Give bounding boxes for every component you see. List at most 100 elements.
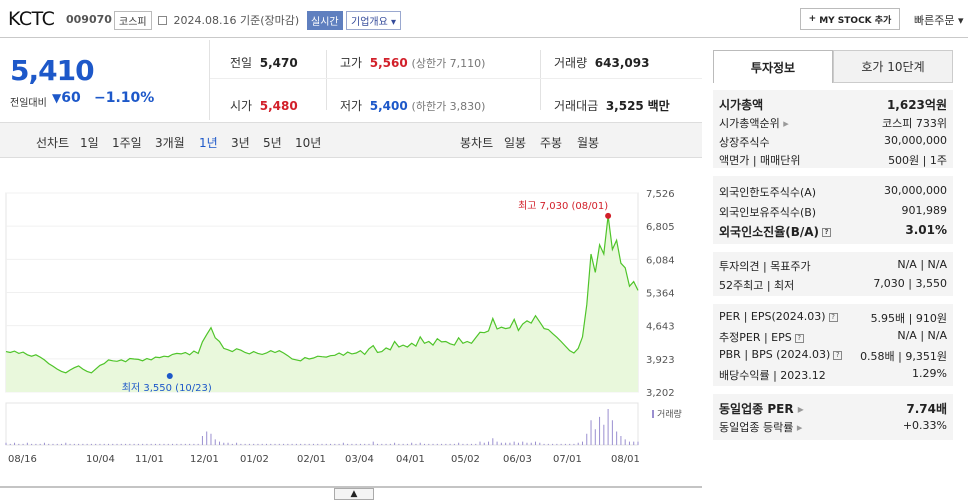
- volume-bar: [560, 443, 562, 445]
- volume-bar: [223, 442, 225, 445]
- line-chart-label: 선차트: [36, 136, 70, 150]
- candle-week[interactable]: 주봉: [540, 136, 563, 150]
- tab-order-book[interactable]: 호가 10단계: [833, 50, 953, 83]
- volume-bar: [283, 443, 285, 445]
- volume-bar: [189, 443, 191, 445]
- volume-bar: [176, 443, 178, 445]
- help-icon[interactable]: ?: [833, 350, 843, 360]
- volume-bar: [564, 443, 566, 445]
- collapse-button[interactable]: ▲: [334, 488, 374, 500]
- volume-bar: [368, 443, 370, 445]
- period-1d[interactable]: 1일: [80, 136, 99, 150]
- volume-bar: [445, 443, 447, 445]
- info-key: 시가총액: [719, 98, 764, 112]
- volume-bar: [470, 443, 472, 445]
- low-label: 저가: [340, 99, 363, 113]
- info-value: +0.33%: [902, 419, 947, 432]
- period-1w[interactable]: 1주일: [112, 136, 142, 150]
- info-key: 외국인소진율(B/A)?: [719, 223, 832, 240]
- volume-bar: [52, 443, 54, 445]
- period-1y[interactable]: 1년: [199, 136, 218, 150]
- volume-bar: [261, 443, 263, 445]
- volume-bar: [167, 443, 169, 445]
- volume-bar: [517, 442, 519, 445]
- quick-order-button[interactable]: 빠른주문 ▾: [914, 12, 964, 28]
- volume-bar: [496, 441, 498, 445]
- volume-bar: [210, 433, 212, 445]
- info-row: 52주최고 | 최저 7,030 | 3,550: [719, 277, 947, 293]
- volume-bar: [227, 442, 229, 445]
- volume-bar: [107, 443, 109, 445]
- volume-bar: [483, 442, 485, 445]
- volume-bar: [539, 442, 541, 445]
- volume-bar: [556, 443, 558, 445]
- volume-bar: [377, 443, 379, 445]
- info-row: PBR | BPS (2024.03)? 0.58배 | 9,351원: [719, 348, 947, 364]
- volume-bar: [479, 441, 481, 445]
- volume-label: 거래량: [554, 56, 588, 70]
- base-date-suffix: 기준(장마감): [239, 14, 300, 27]
- my-stock-button[interactable]: + MY STOCK 추가: [800, 8, 900, 30]
- amount-value: 3,525: [605, 99, 644, 113]
- volume-bar: [14, 442, 16, 445]
- amount-stat: 거래대금 3,525 백만: [554, 97, 670, 114]
- period-10y[interactable]: 10년: [295, 136, 322, 150]
- volume-bar: [18, 443, 20, 445]
- volume-bar: [240, 443, 242, 445]
- stock-name: KCTC: [8, 8, 55, 30]
- period-3y[interactable]: 3년: [231, 136, 250, 150]
- volume-bar: [398, 443, 400, 445]
- info-row[interactable]: 시가총액순위 ▸ 코스피 733위: [719, 115, 947, 131]
- period-5y[interactable]: 5년: [263, 136, 282, 150]
- info-row[interactable]: 동일업종 등락률 ▸ +0.33%: [719, 419, 947, 435]
- corp-info-dropdown[interactable]: 기업개요 ▾: [346, 11, 402, 30]
- info-value: 5.95배 | 910원: [870, 312, 947, 325]
- volume-bar: [411, 442, 413, 445]
- amount-unit: 백만: [647, 99, 670, 113]
- current-price: 5,410: [10, 54, 95, 87]
- volume-bar: [351, 443, 353, 445]
- price-chart[interactable]: 7,526 6,805 6,084 5,364 4,643 3,923 3,202 최고 7,…: [0, 160, 702, 500]
- volume-bar: [43, 442, 45, 445]
- opinion-section: 투자의견 | 목표주가 N/A | N/A 52주최고 | 최저 7,030 | 3…: [713, 252, 953, 296]
- period-3m[interactable]: 3개월: [155, 136, 185, 150]
- volume-bar: [137, 443, 139, 445]
- volume-bar: [61, 443, 63, 445]
- x-tick-label: 07/01: [553, 454, 582, 465]
- volume-bar: [253, 443, 255, 445]
- volume-bar: [244, 443, 246, 445]
- volume-bar: [150, 443, 152, 445]
- volume-bar: [287, 443, 289, 445]
- candle-day[interactable]: 일봉: [504, 136, 527, 150]
- volume-bar: [509, 442, 511, 445]
- candle-month[interactable]: 월봉: [577, 136, 600, 150]
- volume-bar: [133, 443, 135, 445]
- volume-bar: [462, 443, 464, 445]
- volume-bar: [26, 442, 28, 445]
- volume-bar: [543, 443, 545, 445]
- volume-bar: [172, 443, 174, 445]
- volume-bar: [180, 443, 182, 445]
- info-key: 외국인보유주식수(B): [719, 206, 817, 219]
- tab-invest-info[interactable]: 투자정보: [713, 50, 833, 83]
- x-tick-label: 11/01: [135, 454, 164, 465]
- info-row: 시가총액 1,623억원: [719, 96, 947, 113]
- volume-bar: [125, 443, 127, 445]
- volume-bar: [389, 443, 391, 445]
- help-icon[interactable]: ?: [822, 228, 832, 237]
- info-row: 외국인한도주식수(A) 30,000,000: [719, 184, 947, 200]
- info-row[interactable]: 동일업종 PER ▸ 7.74배: [719, 400, 947, 417]
- volume-bar: [620, 436, 622, 445]
- volume-bar: [193, 443, 195, 445]
- realtime-badge[interactable]: 실시간: [307, 11, 343, 30]
- change-percent: −1.10%: [94, 90, 155, 106]
- info-key: PER | EPS(2024.03)?: [719, 310, 838, 326]
- help-icon[interactable]: ?: [828, 312, 838, 322]
- info-row: 추정PER | EPS? N/A | N/A: [719, 329, 947, 345]
- change-label: 전일대비: [10, 98, 47, 109]
- divider: [540, 50, 541, 110]
- volume-bar: [154, 443, 156, 445]
- volume-bar: [103, 443, 105, 445]
- help-icon[interactable]: ?: [794, 333, 804, 343]
- volume-bar: [432, 443, 434, 445]
